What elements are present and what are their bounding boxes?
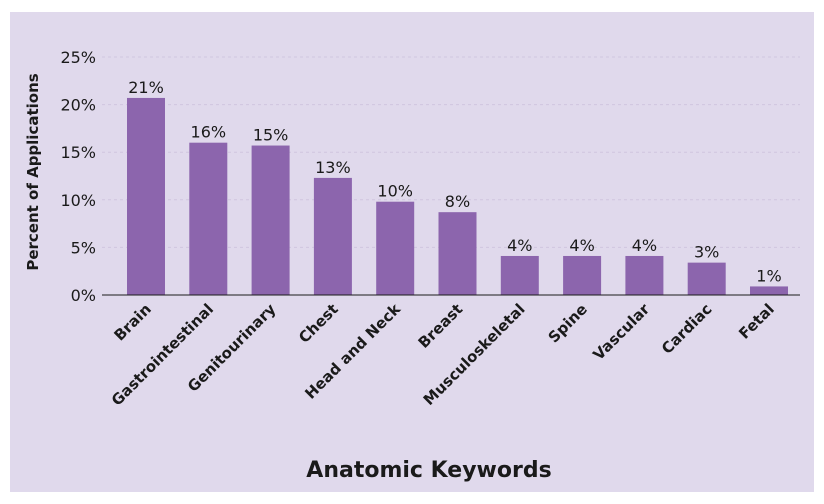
bar <box>625 255 664 295</box>
y-tick-label: 20% <box>60 96 96 115</box>
x-axis-title: Anatomic Keywords <box>306 458 551 483</box>
category-label: Gastrointestinal <box>108 300 217 409</box>
y-axis-ticks: 0% 5% 10% 15% 20% 25% <box>60 48 96 305</box>
value-label: 15% <box>253 126 289 145</box>
category-label: Chest <box>295 300 342 347</box>
bar <box>376 201 415 295</box>
bar <box>251 145 290 295</box>
value-label: 8% <box>445 192 470 211</box>
bar <box>313 177 352 295</box>
value-label: 4% <box>632 236 657 255</box>
value-label: 16% <box>191 123 227 142</box>
category-label: Cardiac <box>658 300 716 358</box>
value-label: 13% <box>315 158 351 177</box>
y-tick-label: 5% <box>71 238 96 257</box>
category-label: Spine <box>545 300 591 346</box>
category-label: Brain <box>110 300 154 344</box>
value-label: 1% <box>756 266 781 285</box>
bar <box>127 97 165 295</box>
y-tick-label: 0% <box>71 286 96 305</box>
bar-chart: 0% 5% 10% 15% 20% 25% 21% 16% 15% 13% 10% 8% 4% 4% 4%… <box>24 48 800 483</box>
y-tick-label: 15% <box>60 143 96 162</box>
value-label: 4% <box>569 236 594 255</box>
value-label: 4% <box>507 236 532 255</box>
category-label: Breast <box>415 300 467 352</box>
bar <box>189 142 228 295</box>
value-label: 10% <box>377 182 413 201</box>
y-tick-label: 10% <box>60 191 96 210</box>
category-label: Fetal <box>735 300 778 343</box>
y-axis-title: Percent of Applications <box>24 73 42 270</box>
category-label: Vascular <box>590 300 654 364</box>
value-label: 3% <box>694 243 719 262</box>
bar <box>438 212 477 295</box>
bar <box>563 255 602 295</box>
chart-panel: 0% 5% 10% 15% 20% 25% 21% 16% 15% 13% 10% 8% 4% 4% 4%… <box>10 12 814 492</box>
bars <box>127 97 788 295</box>
bar <box>687 262 726 295</box>
value-label: 21% <box>128 78 164 97</box>
bar <box>750 286 788 295</box>
y-tick-label: 25% <box>60 48 96 67</box>
value-labels: 21% 16% 15% 13% 10% 8% 4% 4% 4% 3% 1% <box>128 78 781 285</box>
bar <box>500 255 539 295</box>
